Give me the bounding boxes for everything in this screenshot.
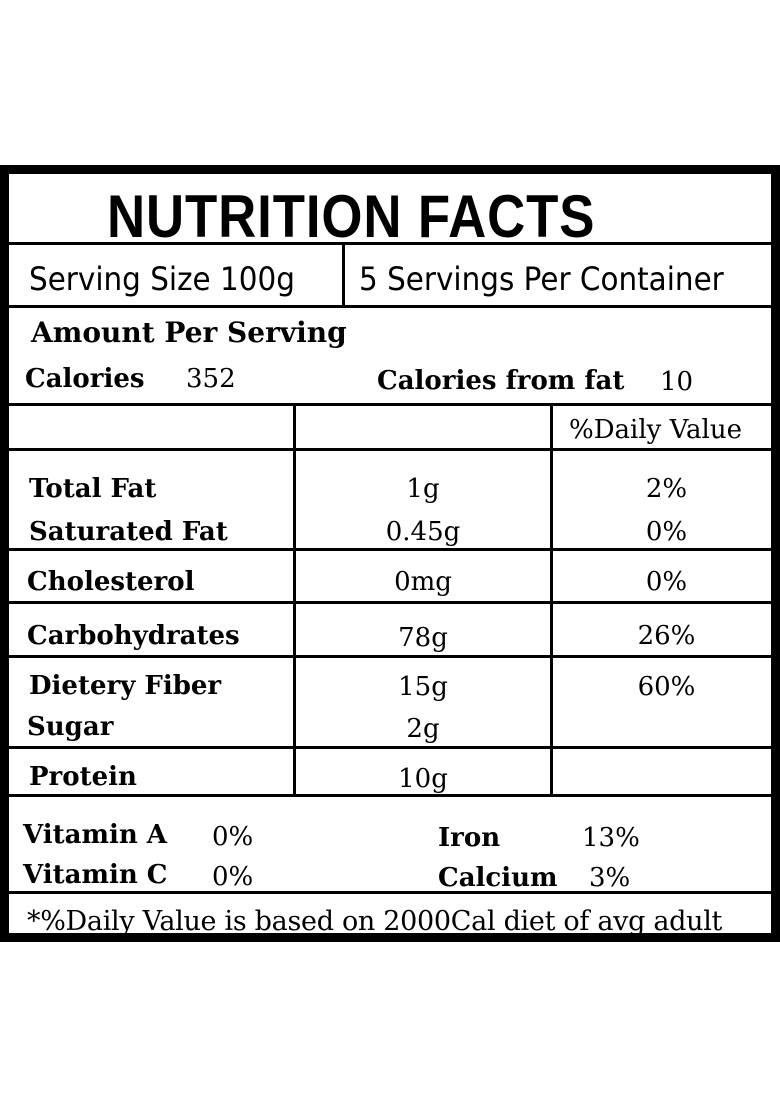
calories-label: Calories [25,364,145,394]
nutrient-dv: 0% [645,567,688,597]
calories-from-fat-value: 10 [660,367,694,397]
table-col-divider-2 [550,403,553,795]
divider-amount [9,403,771,406]
daily-value-header: %Daily Value [569,415,742,445]
divider-row [9,601,771,604]
nutrient-amount: 0.45g [385,517,461,547]
nutrient-name: Carbohydrates [27,621,240,651]
calories-from-fat-label: Calories from fat [377,366,625,396]
nutrient-amount: 10g [398,764,448,794]
nutrient-dv: 60% [637,672,696,702]
calories-value: 352 [186,364,236,394]
calcium-value: 3% [589,863,631,893]
nutrition-facts-label: NUTRITION FACTS Serving Size 100g 5 Serv… [0,165,780,942]
iron-value: 13% [582,823,640,853]
nutrient-name: Dietery Fiber [29,671,222,701]
divider-vitamins [9,891,771,894]
nutrient-amount: 2g [406,714,440,744]
nutrient-name: Sugar [27,712,114,742]
divider-table-header [9,448,771,451]
nutrient-name: Saturated Fat [29,517,228,547]
nutrient-dv: 26% [637,621,696,651]
nutrient-name: Cholesterol [27,567,195,597]
vitamin-a-label: Vitamin A [23,820,167,850]
servings-per-container: 5 Servings Per Container [359,260,724,298]
vitamin-a-value: 0% [212,822,254,852]
nutrient-amount: 0mg [394,567,452,597]
nutrient-name: Protein [29,762,137,792]
label-title: NUTRITION FACTS [107,183,596,250]
table-col-divider-1 [293,403,296,795]
divider-title [9,242,771,245]
divider-row [9,548,771,551]
divider-row [9,746,771,749]
divider-row [9,655,771,658]
calcium-label: Calcium [438,863,558,893]
serving-size: Serving Size 100g [29,260,295,298]
nutrient-amount: 1g [406,474,440,504]
footnote: *%Daily Value is based on 2000Cal diet o… [27,906,723,937]
vitamin-c-label: Vitamin C [23,860,168,890]
divider-serving [342,242,345,308]
nutrient-name: Total Fat [29,474,157,504]
nutrient-amount: 15g [398,672,448,702]
divider-serving-bottom [9,305,771,308]
divider-table-bottom [9,794,771,797]
iron-label: Iron [438,823,501,853]
vitamin-c-value: 0% [212,862,254,892]
amount-per-serving: Amount Per Serving [31,316,347,349]
nutrient-dv: 0% [645,517,688,547]
nutrient-dv: 2% [645,474,688,504]
nutrient-amount: 78g [398,623,448,653]
